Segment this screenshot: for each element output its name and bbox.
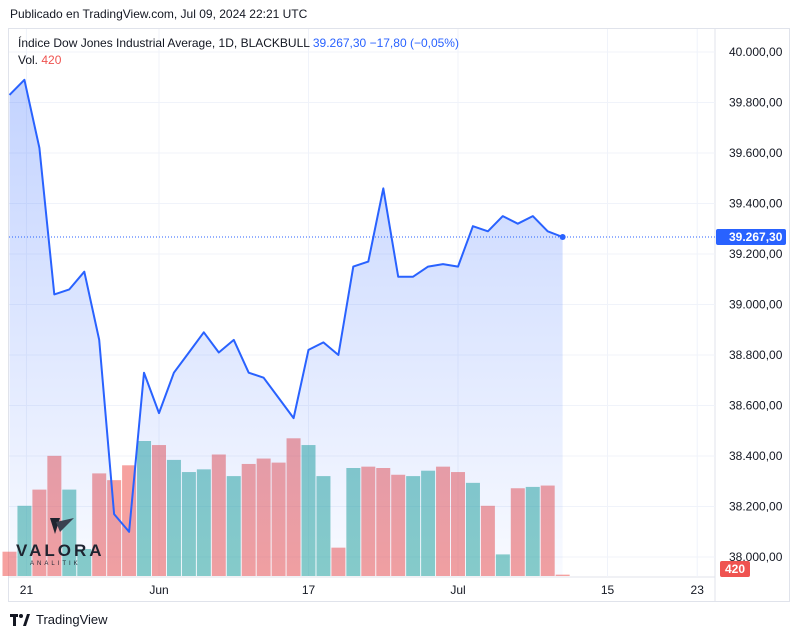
y-tick-label: 39.600,00 — [729, 146, 783, 160]
published-caption: Publicado en TradingView.com, Jul 09, 20… — [10, 7, 308, 21]
price-area — [9, 79, 563, 577]
y-tick-label: 39.000,00 — [729, 298, 783, 312]
y-tick-label: 38.400,00 — [729, 449, 783, 463]
y-tick-label: 38.000,00 — [729, 550, 783, 564]
legend-value: 39.267,30 — [312, 36, 367, 50]
legend-change: −17,80 (−0,05%) — [369, 36, 459, 50]
tradingview-logo-icon — [10, 613, 30, 626]
x-tick-label: 17 — [302, 583, 316, 597]
footer: TradingView — [10, 612, 108, 627]
footer-brand[interactable]: TradingView — [36, 612, 108, 627]
volume-value-label: 420 — [725, 562, 745, 576]
y-tick-label: 39.800,00 — [729, 96, 783, 110]
volume-bar — [555, 574, 570, 576]
legend-volume-label: Vol. — [18, 53, 39, 67]
y-tick-label: 39.200,00 — [729, 247, 783, 261]
last-value-label: 39.267,30 — [729, 230, 783, 244]
watermark-sub: ANALITIK — [30, 561, 81, 567]
watermark-name: VALORA — [16, 541, 105, 560]
x-tick-label: Jun — [149, 583, 168, 597]
last-value-tag — [716, 229, 786, 246]
x-tick-label: Jul — [450, 583, 465, 597]
legend-volume-value: 420 — [41, 53, 62, 67]
y-tick-label: 38.600,00 — [729, 399, 783, 413]
chart-legend: Índice Dow Jones Industrial Average, 1D,… — [18, 35, 459, 69]
price-line — [8, 78, 563, 533]
last-point-marker — [559, 234, 566, 241]
chart-frame — [8, 28, 790, 602]
y-tick-label: 38.800,00 — [729, 348, 783, 362]
volume-value-tag — [720, 561, 750, 577]
legend-symbol: Índice Dow Jones Industrial Average, 1D,… — [18, 36, 310, 50]
y-tick-label: 39.400,00 — [729, 197, 783, 211]
x-tick-label: 21 — [20, 583, 34, 597]
x-tick-label: 23 — [691, 583, 705, 597]
y-tick-label: 40.000,00 — [729, 45, 783, 59]
valora-watermark: VALORA ANALITIK — [16, 518, 105, 567]
valora-logo-icon — [50, 518, 74, 534]
y-tick-label: 38.200,00 — [729, 500, 783, 514]
x-tick-label: 15 — [601, 583, 615, 597]
